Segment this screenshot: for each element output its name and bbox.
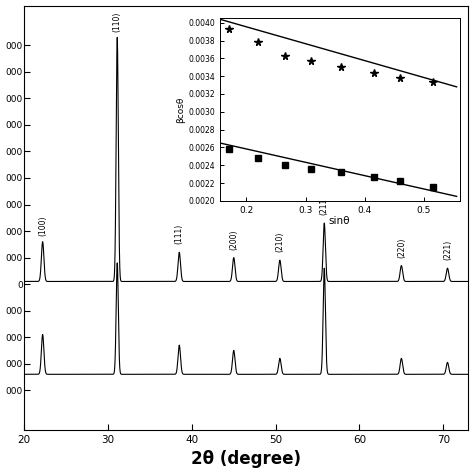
Text: (100): (100) — [38, 216, 47, 237]
Text: (110): (110) — [113, 12, 122, 32]
Text: (221): (221) — [443, 240, 452, 260]
Text: (220): (220) — [397, 237, 406, 257]
Text: (200): (200) — [229, 229, 238, 250]
Text: (111): (111) — [175, 224, 184, 244]
Text: (210): (210) — [275, 232, 284, 252]
X-axis label: 2θ (degree): 2θ (degree) — [191, 450, 301, 468]
Text: (211): (211) — [320, 195, 329, 215]
